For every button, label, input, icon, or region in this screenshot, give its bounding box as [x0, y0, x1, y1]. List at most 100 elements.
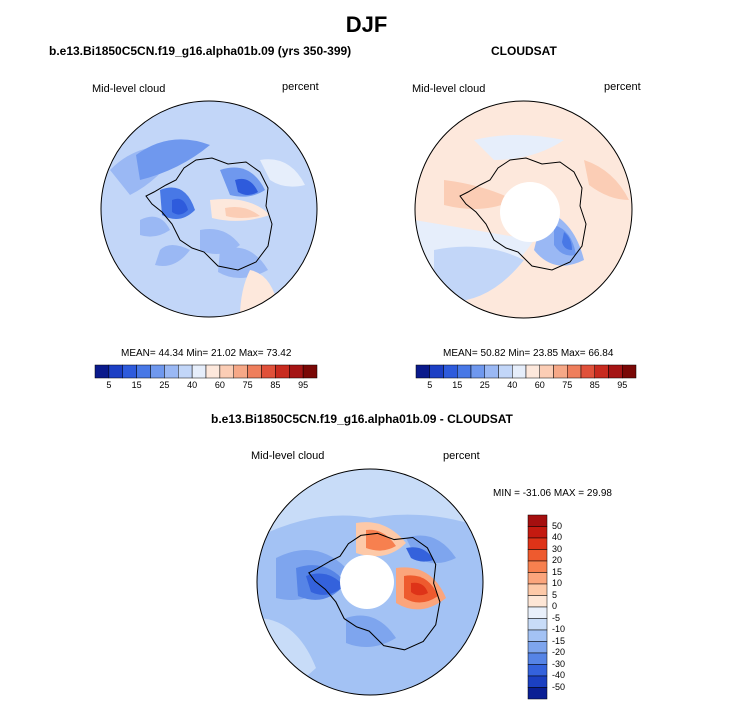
colorbar-swatch — [567, 364, 582, 379]
colorbar-tick-label: 0 — [552, 601, 558, 611]
colorbar-tick-label: 30 — [552, 543, 563, 554]
colorbar-swatch — [527, 687, 548, 700]
colorbar-tick-label: 60 — [534, 380, 545, 390]
colorbar-swatch — [470, 364, 485, 379]
colorbar-swatch — [527, 514, 548, 527]
colorbar-tick-label: 10 — [552, 578, 563, 588]
colorbar-swatch — [122, 364, 137, 379]
colorbar-swatch — [512, 364, 527, 379]
colorbar-swatch — [443, 364, 458, 379]
colorbar-tick-label: 85 — [589, 380, 600, 390]
colorbar-swatch — [94, 364, 110, 379]
panel3-colorbar — [527, 514, 548, 700]
colorbar-tick-label: 95 — [298, 380, 309, 390]
panel2-colorbar-ticks: 5 15 25 40 60 75 85 95 — [416, 380, 636, 392]
panel3-title: b.e13.Bi1850C5CN.f19_g16.alpha01b.09 - C… — [211, 412, 513, 426]
colorbar-tick-label: 15 — [552, 566, 563, 577]
colorbar-swatch — [457, 364, 472, 379]
colorbar-swatch — [247, 364, 262, 379]
colorbar-swatch — [164, 364, 179, 379]
colorbar-swatch — [580, 364, 595, 379]
panel2-polar-map — [414, 100, 633, 319]
panel1-colorbar — [94, 364, 318, 379]
colorbar-tick-label: -15 — [552, 635, 566, 646]
colorbar-tick-label: 20 — [552, 555, 563, 565]
colorbar-swatch — [429, 364, 444, 379]
colorbar-swatch — [178, 364, 193, 379]
colorbar-swatch — [108, 364, 123, 379]
colorbar-tick-label: 25 — [479, 380, 490, 390]
colorbar-swatch — [261, 364, 276, 379]
panel2-title: CLOUDSAT — [491, 44, 557, 58]
colorbar-swatch — [484, 364, 499, 379]
colorbar-tick-label: 5 — [106, 380, 112, 390]
panel2-stats: MEAN= 50.82 Min= 23.85 Max= 66.84 — [443, 348, 614, 359]
colorbar-swatch — [527, 526, 548, 539]
panel2-variable-label: Mid-level cloud — [412, 83, 486, 95]
colorbar-swatch — [525, 364, 540, 379]
panel1-polar-map — [100, 100, 318, 318]
panel1-title: b.e13.Bi1850C5CN.f19_g16.alpha01b.09 (yr… — [49, 44, 352, 58]
colorbar-swatch — [527, 618, 548, 631]
colorbar-tick-label: 50 — [552, 520, 563, 531]
colorbar-tick-label: 60 — [214, 380, 225, 390]
colorbar-tick-label: -5 — [552, 612, 561, 623]
panel1-stats: MEAN= 44.34 Min= 21.02 Max= 73.42 — [121, 348, 292, 359]
colorbar-tick-label: 15 — [452, 380, 463, 390]
colorbar-swatch — [527, 560, 548, 573]
panel1-units-label: percent — [282, 81, 319, 93]
colorbar-swatch — [608, 364, 623, 379]
colorbar-swatch — [527, 675, 548, 688]
colorbar-tick-label: 40 — [187, 380, 198, 390]
colorbar-swatch — [205, 364, 221, 379]
colorbar-tick-label: -30 — [552, 658, 566, 669]
colorbar-tick-label: -20 — [552, 647, 566, 657]
colorbar-swatch — [136, 364, 151, 379]
colorbar-tick-label: -40 — [552, 670, 566, 680]
panel3-stats: MIN = -31.06 MAX = 29.98 — [493, 488, 612, 499]
colorbar-swatch — [527, 583, 548, 596]
colorbar-swatch — [527, 549, 548, 562]
colorbar-swatch — [191, 364, 207, 379]
colorbar-swatch — [289, 364, 304, 379]
colorbar-tick-label: 85 — [270, 380, 281, 390]
panel3-variable-label: Mid-level cloud — [251, 450, 325, 462]
colorbar-swatch — [527, 595, 548, 608]
colorbar-tick-label: 5 — [552, 589, 558, 600]
colorbar-tick-label: 25 — [159, 380, 170, 390]
colorbar-swatch — [622, 364, 637, 379]
colorbar-swatch — [527, 537, 548, 550]
colorbar-swatch — [150, 364, 165, 379]
colorbar-tick-label: 15 — [131, 380, 142, 390]
panel3-colorbar-ticks: 50 40 30 20 15 10 5 0 -5 -10 -15 -20 -30 -40 -50 — [552, 515, 582, 699]
colorbar-tick-label: 40 — [552, 532, 563, 542]
colorbar-tick-label: -50 — [552, 681, 566, 692]
colorbar-swatch — [527, 641, 548, 654]
colorbar-swatch — [594, 364, 609, 379]
colorbar-swatch — [553, 364, 568, 379]
panel3-polar-map — [256, 468, 484, 696]
panel1-variable-label: Mid-level cloud — [92, 83, 166, 95]
colorbar-swatch — [498, 364, 513, 379]
colorbar-swatch — [527, 606, 548, 619]
colorbar-tick-label: -10 — [552, 624, 566, 634]
colorbar-swatch — [527, 572, 548, 585]
main-title: DJF — [345, 12, 388, 37]
colorbar-swatch — [527, 664, 548, 677]
colorbar-swatch — [275, 364, 290, 379]
colorbar-swatch — [233, 364, 248, 379]
colorbar-tick-label: 95 — [617, 380, 628, 390]
colorbar-swatch — [539, 364, 554, 379]
colorbar-tick-label: 40 — [507, 380, 518, 390]
colorbar-tick-label: 5 — [427, 380, 433, 390]
panel2-units-label: percent — [604, 81, 641, 93]
colorbar-swatch — [302, 364, 318, 379]
colorbar-swatch — [527, 652, 548, 665]
colorbar-tick-label: 75 — [562, 380, 573, 390]
panel2-colorbar — [415, 364, 637, 379]
colorbar-swatch — [415, 364, 430, 379]
colorbar-swatch — [219, 364, 234, 379]
colorbar-tick-label: 75 — [242, 380, 253, 390]
panel1-colorbar-ticks: 5 15 25 40 60 75 85 95 — [95, 380, 317, 392]
panel3-units-label: percent — [443, 450, 480, 462]
